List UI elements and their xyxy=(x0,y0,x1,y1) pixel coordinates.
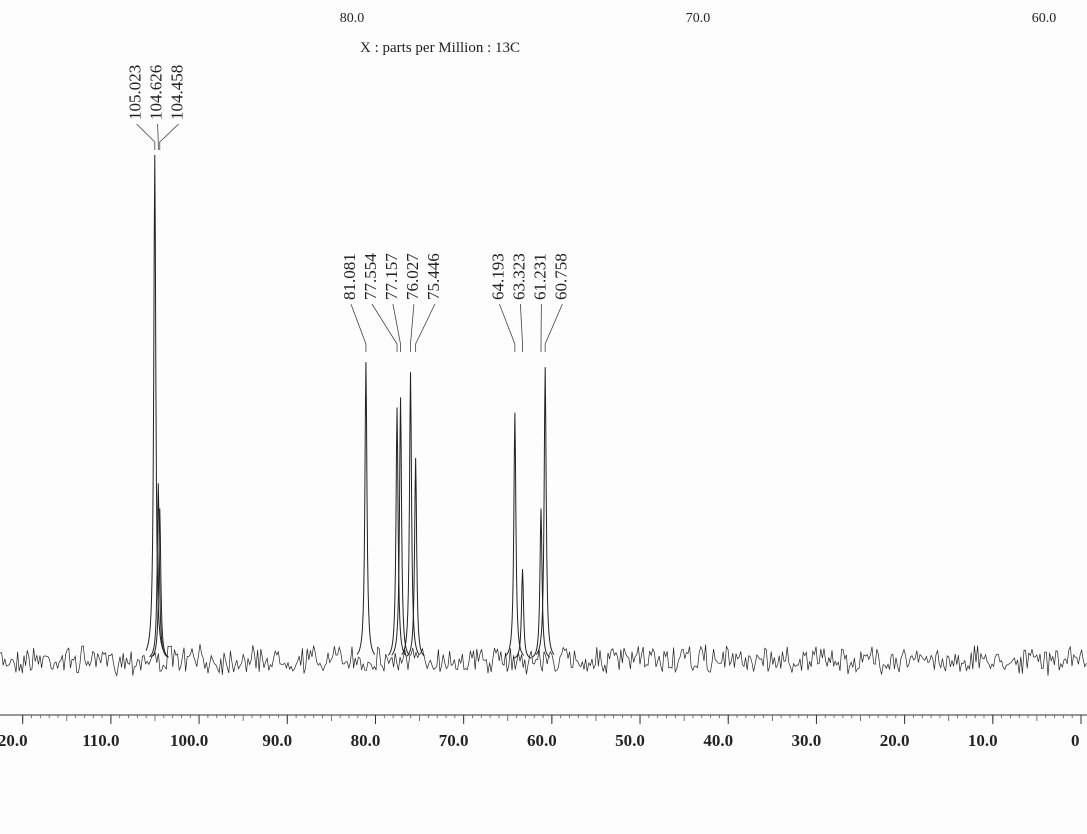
peak xyxy=(356,362,376,655)
peak xyxy=(535,367,555,655)
leader-line xyxy=(410,303,415,352)
x-tick-label: 60.0 xyxy=(527,731,557,750)
x-tick-label: 0 xyxy=(1071,731,1080,750)
peak-label: 63.323 xyxy=(509,253,528,300)
peak xyxy=(513,569,532,659)
x-tick-label: 10.0 xyxy=(968,731,998,750)
x-tick-label: 80.0 xyxy=(351,731,381,750)
x-tick-label: 30.0 xyxy=(792,731,822,750)
peak xyxy=(391,397,410,656)
leader-line xyxy=(415,303,436,352)
x-tick-label: 50.0 xyxy=(615,731,645,750)
x-tick-label: 110.0 xyxy=(82,731,119,750)
leader-line xyxy=(157,123,159,150)
peak xyxy=(505,412,525,656)
peak-label: 77.554 xyxy=(361,253,380,300)
peak xyxy=(401,372,420,655)
x-tick-label: 90.0 xyxy=(262,731,292,750)
leader-line xyxy=(136,123,156,150)
peak xyxy=(406,457,425,657)
x-tick-label: 20.0 xyxy=(0,731,28,750)
peak-label: 64.193 xyxy=(488,253,507,300)
top-tick-label: 80.0 xyxy=(340,11,365,26)
peak-label: 104.626 xyxy=(147,65,166,120)
peak xyxy=(387,407,407,656)
peak-label: 60.758 xyxy=(551,253,570,300)
leader-line xyxy=(544,303,563,352)
x-tick-label: 20.0 xyxy=(880,731,910,750)
x-tick-label: 40.0 xyxy=(703,731,733,750)
top-tick-label: 70.0 xyxy=(686,11,711,26)
peak xyxy=(149,483,168,658)
leader-line xyxy=(159,123,179,150)
peak-label: 104.458 xyxy=(168,65,187,120)
peak-label: 81.081 xyxy=(340,253,359,300)
top-tick-label: 60.0 xyxy=(1032,11,1057,26)
peak-label: 75.446 xyxy=(424,253,443,300)
x-tick-label: 70.0 xyxy=(439,731,469,750)
peak xyxy=(531,508,551,658)
leader-line xyxy=(371,303,398,352)
peak-label: 105.023 xyxy=(126,65,145,120)
leader-line xyxy=(499,303,516,352)
leader-line xyxy=(350,303,367,352)
peak-label: 77.157 xyxy=(382,253,401,300)
peak-label: 76.027 xyxy=(403,253,422,300)
x-axis-title: X : parts per Million : 13C xyxy=(360,40,520,56)
peak xyxy=(150,508,169,658)
x-tick-label: 100.0 xyxy=(170,731,208,750)
peak-label: 61.231 xyxy=(530,253,549,300)
leader-line xyxy=(519,303,523,352)
peak xyxy=(145,154,165,651)
leader-line xyxy=(392,303,401,352)
noise-baseline xyxy=(0,644,1087,677)
